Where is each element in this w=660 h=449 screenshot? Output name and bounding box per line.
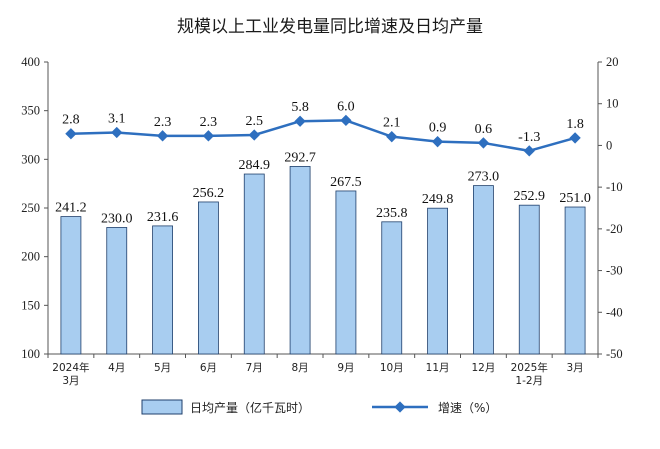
line-point <box>386 131 398 143</box>
line-point <box>202 130 215 142</box>
line-series: 2.8 3.1 2.3 2.3 2.5 5.8 6.0 2.1 0.9 0.6 -1.3 1.8 <box>62 99 584 157</box>
line-value-label: 0.9 <box>429 121 447 136</box>
line-point <box>569 132 581 144</box>
y-right-tick-label: 20 <box>606 55 619 69</box>
x-tick-label: 7月 <box>246 362 263 374</box>
bar <box>381 221 403 355</box>
bar <box>335 190 357 355</box>
line-value-label: 2.8 <box>62 113 80 128</box>
x-tick-label: 5月 <box>154 362 171 374</box>
bar-value-label: 284.9 <box>239 158 271 173</box>
line-point <box>65 128 77 140</box>
bar <box>289 166 311 355</box>
x-tick-label: 11月 <box>426 362 450 374</box>
legend-bar-label: 日均产量（亿千瓦时） <box>190 400 310 415</box>
bar-value-label: 252.9 <box>514 189 546 204</box>
y-right-tick-label: -40 <box>606 305 623 319</box>
y-right-tick-label: -10 <box>606 180 623 194</box>
line-point <box>431 136 444 148</box>
y-right-tick-label: -50 <box>606 347 623 361</box>
line-value-label: 2.5 <box>246 114 264 129</box>
y-left-tick-label: 150 <box>21 298 40 312</box>
bar <box>564 206 586 355</box>
line-point <box>340 114 352 127</box>
bar <box>152 225 173 355</box>
bar-value-label: 267.5 <box>330 175 362 190</box>
y-left-tick-label: 100 <box>21 347 40 361</box>
line-value-label: 6.0 <box>337 99 355 114</box>
line-value-label: -1.3 <box>518 130 540 145</box>
bar <box>243 173 265 355</box>
line-point <box>156 130 169 142</box>
x-tick-label: 10月 <box>380 362 404 374</box>
line-value-label: 5.8 <box>291 100 309 115</box>
bar <box>198 201 219 355</box>
bar-value-label: 292.7 <box>284 150 316 165</box>
bar-value-label: 230.0 <box>101 211 133 226</box>
x-tick-label: 8月 <box>291 362 308 374</box>
line-value-label: 2.1 <box>383 116 401 131</box>
y-right-tick-label: 0 <box>606 138 612 152</box>
x-tick-label: 2024年 3月 <box>52 361 89 387</box>
legend-line-label: 增速（%） <box>438 401 497 415</box>
x-tick-label: 3月 <box>566 362 583 374</box>
bar <box>60 216 82 355</box>
line-value-label: 3.1 <box>108 111 126 126</box>
bar-series: 241.2 230.0 231.6 256.2 284.9 292.7 267.5 235.8… <box>55 150 591 355</box>
y-left-tick-label: 350 <box>21 104 40 118</box>
x-tick-label: 12月 <box>471 362 495 374</box>
bar-value-label: 235.8 <box>376 206 408 221</box>
y-left-tick-label: 300 <box>21 152 40 166</box>
growth-line <box>70 119 576 153</box>
x-tick-label: 4月 <box>108 362 125 374</box>
chart-title: 规模以上工业发电量同比增速及日均产量 <box>177 17 483 37</box>
y-right-tick-label: 10 <box>606 97 619 111</box>
bar-value-label: 241.2 <box>55 201 87 216</box>
bar-value-label: 256.2 <box>193 186 225 201</box>
y-left-tick-label: 250 <box>21 201 40 215</box>
line-value-label: 2.3 <box>154 115 172 130</box>
bar-value-label: 273.0 <box>468 170 500 185</box>
y-left-tick-label: 400 <box>21 55 40 69</box>
x-tick-label: 6月 <box>200 362 217 374</box>
x-tick-label: 9月 <box>337 362 354 374</box>
line-point <box>477 137 490 149</box>
y-left-tick-label: 200 <box>21 250 40 264</box>
x-tick-label: 2025年 1-2月 <box>511 361 548 387</box>
y-right-tick-label: -30 <box>606 264 623 278</box>
line-value-label: 0.6 <box>475 122 493 137</box>
legend-bar-swatch <box>141 399 183 415</box>
line-point <box>523 145 535 157</box>
bar <box>473 185 494 355</box>
bar-value-label: 231.6 <box>147 210 179 225</box>
bar <box>427 207 448 355</box>
legend-line-marker <box>394 401 406 413</box>
axes: 100 150 200 250 300 350 400 -50 -40 -30 -20 -10 0 10 2… <box>21 55 622 387</box>
bar-value-label: 249.8 <box>422 192 454 207</box>
y-right-tick-label: -20 <box>606 222 623 236</box>
line-point <box>248 129 260 141</box>
bar <box>106 227 128 355</box>
line-value-label: 1.8 <box>566 117 584 132</box>
line-point <box>111 126 123 139</box>
bar <box>518 204 540 355</box>
bar-value-label: 251.0 <box>559 191 591 206</box>
legend: 日均产量（亿千瓦时） 增速（%） <box>141 399 497 415</box>
line-value-label: 2.3 <box>200 115 218 130</box>
line-point <box>294 115 306 127</box>
